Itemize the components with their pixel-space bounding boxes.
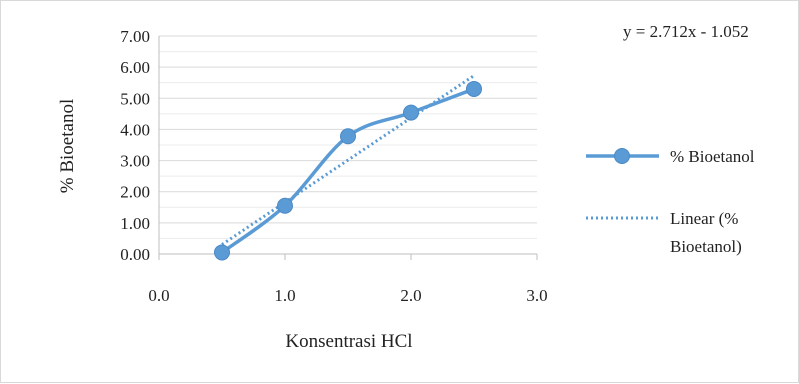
- legend-trendline-label-2: Bioetanol): [670, 237, 742, 256]
- tick-labels: 0.00 1.00 2.00 3.00 4.00 5.00 6.00 7.00 0.0 1.0 2.…: [120, 27, 547, 305]
- legend-series-label: % Bioetanol: [670, 147, 755, 166]
- y-tick-label: 2.00: [120, 183, 150, 202]
- y-axis-title: % Bioetanol: [57, 99, 78, 193]
- trendline: [221, 74, 475, 246]
- x-tick-label: 0.0: [148, 286, 169, 305]
- gridlines: [159, 35, 537, 239]
- data-point-marker: [277, 197, 293, 214]
- x-tick-label: 3.0: [526, 286, 547, 305]
- y-tick-label: 4.00: [120, 120, 150, 139]
- axes: [158, 36, 538, 260]
- y-tick-label: 0.00: [120, 245, 150, 264]
- data-point-marker: [214, 244, 230, 261]
- y-tick-label: 7.00: [120, 27, 150, 46]
- data-point-marker: [340, 128, 356, 145]
- x-axis-title: Konsentrasi HCl: [285, 331, 412, 352]
- y-tick-label: 5.00: [120, 89, 150, 108]
- y-tick-label: 6.00: [120, 58, 150, 77]
- legend: % Bioetanol Linear (% Bioetanol): [586, 147, 755, 256]
- series-layer: [214, 80, 482, 261]
- trendline-equation: y = 2.712x - 1.052: [623, 22, 749, 41]
- data-point-marker: [466, 80, 482, 97]
- x-tick-label: 1.0: [274, 286, 295, 305]
- legend-trendline-label-1: Linear (%: [670, 209, 738, 228]
- x-tick-label: 2.0: [400, 286, 421, 305]
- y-tick-label: 3.00: [120, 152, 150, 171]
- trendline-layer: [221, 74, 475, 246]
- data-point-marker: [403, 104, 419, 121]
- legend-series-swatch-marker: [614, 148, 630, 164]
- y-tick-label: 1.00: [120, 214, 150, 233]
